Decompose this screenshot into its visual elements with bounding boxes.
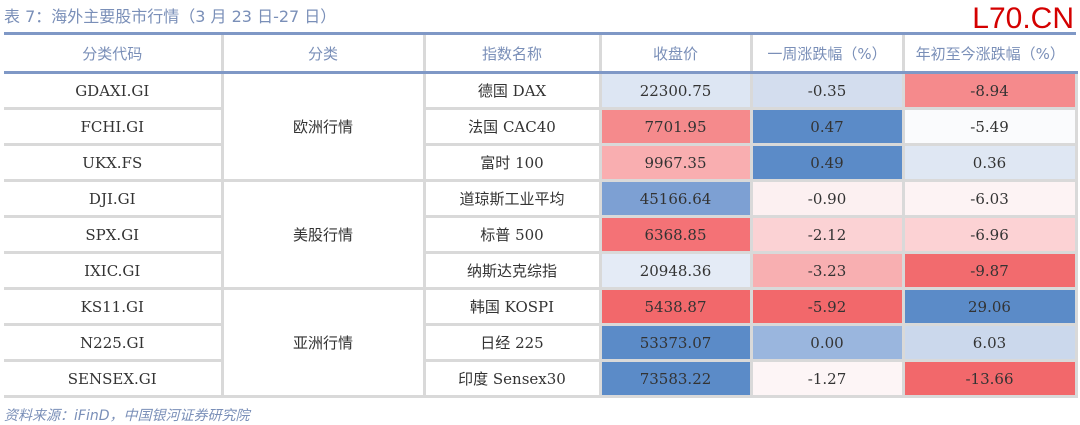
table-row: KS11.GI 亚洲行情 韩国 KOSPI 5438.87 -5.92 29.06 <box>4 287 1078 398</box>
week-change: -2.12 <box>749 215 905 254</box>
watermark: L70.CN <box>972 2 1074 35</box>
week-change: -0.90 <box>749 179 905 218</box>
index-name: 标普 500 <box>422 215 602 254</box>
table-row: GDAXI.GI 欧洲行情 德国 DAX 22300.75 -0.35 -8.94 <box>4 71 1078 182</box>
header-index-name: 指数名称 <box>422 32 600 74</box>
close-price: 20948.36 <box>598 251 753 290</box>
table-row: FCHI.GI 法国 CAC40 7701.95 0.47 -5.49 <box>4 107 1078 146</box>
week-change: 0.49 <box>749 143 905 182</box>
header-close: 收盘价 <box>598 32 751 74</box>
index-name: 富时 100 <box>422 143 602 182</box>
ytd-change: -6.03 <box>901 179 1078 218</box>
ytd-change: -8.94 <box>901 71 1078 110</box>
ytd-change: 0.36 <box>901 143 1078 182</box>
table-title: 表 7：海外主要股市行情（3 月 23 日-27 日） <box>4 7 337 26</box>
index-name: 日经 225 <box>422 323 602 362</box>
table-row: N225.GI 日经 225 53373.07 0.00 6.03 <box>4 323 1078 362</box>
index-code: N225.GI <box>4 323 224 362</box>
week-change: -0.35 <box>749 71 905 110</box>
week-change: 0.00 <box>749 323 905 362</box>
table-row: SPX.GI 标普 500 6368.85 -2.12 -6.96 <box>4 215 1078 254</box>
index-code: SPX.GI <box>4 215 224 254</box>
close-price: 73583.22 <box>598 359 753 398</box>
index-code: GDAXI.GI <box>4 71 224 110</box>
close-price: 5438.87 <box>598 287 753 326</box>
index-code: SENSEX.GI <box>4 359 224 398</box>
week-change: -5.92 <box>749 287 905 326</box>
header-week-change: 一周涨跌幅（%） <box>749 32 903 74</box>
week-change: 0.47 <box>749 107 905 146</box>
index-name: 印度 Sensex30 <box>422 359 602 398</box>
table-row: UKX.FS 富时 100 9967.35 0.49 0.36 <box>4 143 1078 182</box>
index-name: 法国 CAC40 <box>422 107 602 146</box>
index-code: UKX.FS <box>4 143 224 182</box>
week-change: -1.27 <box>749 359 905 398</box>
close-price: 22300.75 <box>598 71 753 110</box>
index-name: 韩国 KOSPI <box>422 287 602 326</box>
header-code: 分类代码 <box>4 32 222 74</box>
header-ytd-change: 年初至今涨跌幅（%） <box>901 32 1076 74</box>
header-category: 分类 <box>220 32 424 74</box>
index-name: 德国 DAX <box>422 71 602 110</box>
close-price: 6368.85 <box>598 215 753 254</box>
ytd-change: -5.49 <box>901 107 1078 146</box>
index-code: FCHI.GI <box>4 107 224 146</box>
close-price: 53373.07 <box>598 323 753 362</box>
index-name: 纳斯达克综指 <box>422 251 602 290</box>
index-code: KS11.GI <box>4 287 224 326</box>
index-code: DJI.GI <box>4 179 224 218</box>
table-row: IXIC.GI 纳斯达克综指 20948.36 -3.23 -9.87 <box>4 251 1078 290</box>
category: 欧洲行情 <box>220 71 426 182</box>
index-name: 道琼斯工业平均 <box>422 179 602 218</box>
week-change: -3.23 <box>749 251 905 290</box>
ytd-change: -9.87 <box>901 251 1078 290</box>
table-row: DJI.GI 美股行情 道琼斯工业平均 45166.64 -0.90 -6.03 <box>4 179 1078 290</box>
close-price: 7701.95 <box>598 107 753 146</box>
ytd-change: -6.96 <box>901 215 1078 254</box>
close-price: 45166.64 <box>598 179 753 218</box>
source-note: 资料来源：iFinD，中国银河证券研究院 <box>4 408 250 424</box>
header-row: 分类代码 分类 指数名称 收盘价 一周涨跌幅（%） 年初至今涨跌幅（%） <box>4 32 1076 74</box>
ytd-change: 29.06 <box>901 287 1078 326</box>
table-row: SENSEX.GI 印度 Sensex30 73583.22 -1.27 -13.66 <box>4 359 1078 398</box>
market-table: 分类代码 分类 指数名称 收盘价 一周涨跌幅（%） 年初至今涨跌幅（%） GDA… <box>4 32 1078 398</box>
index-code: IXIC.GI <box>4 251 224 290</box>
ytd-change: 6.03 <box>901 323 1078 362</box>
close-price: 9967.35 <box>598 143 753 182</box>
category: 亚洲行情 <box>220 287 426 398</box>
category: 美股行情 <box>220 179 426 290</box>
ytd-change: -13.66 <box>901 359 1078 398</box>
